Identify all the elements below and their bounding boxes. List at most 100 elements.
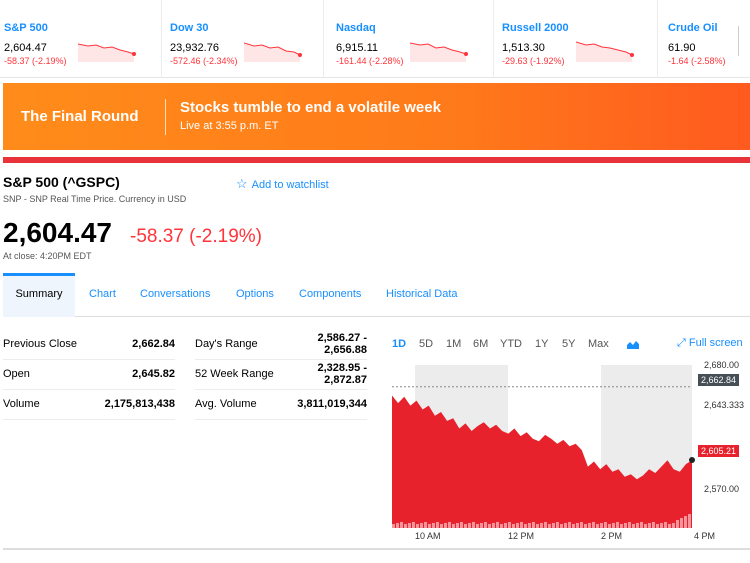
ticker-crude-oil[interactable]: Crude Oil 61.90 -1.64 (-2.58%) [664,0,750,78]
volume-bar [476,524,479,528]
y-tick-label: 2,643.333 [704,400,745,410]
range-1d-button[interactable]: 1D [392,338,407,350]
market-ticker-strip: S&P 500 2,604.47 -58.37 (-2.19%) Dow 30 … [0,0,750,78]
volume-bar [460,522,463,528]
range-1y-button[interactable]: 1Y [535,338,549,350]
live-show-banner[interactable]: The Final Round Stocks tumble to end a v… [3,83,750,150]
tab-historical-data[interactable]: Historical Data [386,288,458,300]
volume-bar [420,523,423,528]
range-ytd-button[interactable]: YTD [500,338,522,350]
ticker-name: S&P 500 [4,22,48,34]
stat-label: Volume [3,398,40,410]
volume-bar [616,522,619,528]
volume-bar [404,524,407,528]
last-price-flag: 2,605.21 [698,445,740,457]
page-divider [3,548,750,550]
volume-bar [480,523,483,528]
volume-bar [464,524,467,528]
volume-bar [416,524,419,528]
tab-chart[interactable]: Chart [89,288,116,300]
full-screen-label: Full screen [688,337,743,349]
volume-bar [556,522,559,528]
ticker-dow30[interactable]: Dow 30 23,932.76 -572.46 (-2.34%) [166,0,324,78]
stat-row: Day's Range 2,586.27 -2,656.88 [195,330,367,360]
volume-bar [560,524,563,528]
range-5d-button[interactable]: 5D [419,338,434,350]
stat-value: 2,328.95 -2,872.87 [317,362,367,386]
stat-row: Previous Close 2,662.84 [3,330,175,360]
x-tick-label: 12 PM [508,531,535,541]
full-screen-button[interactable]: ⤢ Full screen [677,337,743,350]
volume-bar [588,523,591,528]
volume-bar [544,522,547,528]
ticker-sparkline [410,42,468,62]
ticker-price: 61.90 [668,42,696,54]
volume-bar [540,523,543,528]
range-5y-button[interactable]: 5Y [562,338,576,350]
price-area [392,395,692,528]
mountain-chart-icon[interactable] [627,339,639,349]
ticker-price: 2,604.47 [4,42,47,54]
volume-bar [564,523,567,528]
ticker-name: Crude Oil [668,22,718,34]
volume-bar [536,524,539,528]
volume-bar [488,524,491,528]
ticker-price: 23,932.76 [170,42,219,54]
volume-bar [520,522,523,528]
tab-conversations[interactable]: Conversations [140,288,211,300]
stat-row: Open 2,645.82 [3,360,175,390]
stat-row: Volume 2,175,813,438 [3,390,175,420]
volume-bar [680,518,683,528]
volume-bar [504,523,507,528]
banner-headline: Stocks tumble to end a volatile week [180,99,441,116]
volume-bar [592,522,595,528]
tab-components[interactable]: Components [299,288,362,300]
stat-label: Day's Range [195,338,258,350]
volume-bar [648,523,651,528]
ticker-sparkline [78,43,136,62]
ticker-nasdaq[interactable]: Nasdaq 6,915.11 -161.44 (-2.28%) [332,0,494,78]
volume-bar [668,524,671,528]
volume-bar [608,524,611,528]
volume-bar [396,523,399,528]
volume-bar [440,524,443,528]
tab-summary[interactable]: Summary [3,273,75,317]
volume-bar [636,523,639,528]
volume-bar [632,524,635,528]
range-6m-button[interactable]: 6M [473,338,489,350]
stat-value-line1: 2,328.95 - [317,362,367,374]
volume-bar [568,522,571,528]
volume-bar [580,522,583,528]
last-price-point [689,456,695,463]
volume-bar [620,524,623,528]
banner-show-name: The Final Round [21,108,139,125]
ticker-sp500[interactable]: S&P 500 2,604.47 -58.37 (-2.19%) [0,0,162,78]
ticker-sparkline [244,42,302,62]
ticker-scroll-right-icon[interactable] [738,26,748,56]
ticker-change: -29.63 (-1.92%) [502,56,565,66]
volume-bar [684,516,687,528]
ticker-name: Nasdaq [336,22,376,34]
x-tick-label: 4 PM [694,531,716,541]
volume-bar [656,524,659,528]
ticker-russell2000[interactable]: Russell 2000 1,513.30 -29.63 (-1.92%) [498,0,658,78]
volume-bar [572,524,575,528]
range-1m-button[interactable]: 1M [446,338,462,350]
range-max-button[interactable]: Max [588,338,609,350]
volume-bar [436,522,439,528]
close-time: At close: 4:20PM EDT [3,251,92,261]
volume-bar [612,523,615,528]
divider-bar [3,157,750,163]
stat-label: 52 Week Range [195,368,274,380]
expand-icon: ⤢ [677,337,686,349]
tab-options[interactable]: Options [236,288,274,300]
ticker-name: Dow 30 [170,22,209,34]
price-chart[interactable]: 2,680.00 2,643.333 2,570.00 2,662.84 2,6… [392,360,750,550]
quote-price: 2,604.47 [3,217,112,248]
volume-bar [392,524,395,528]
volume-bar [408,523,411,528]
stat-value: 3,811,019,344 [297,398,367,410]
add-to-watchlist-button[interactable]: ☆ Add to watchlist [236,176,329,192]
stat-label: Previous Close [3,338,77,350]
ticker-price: 1,513.30 [502,42,545,54]
